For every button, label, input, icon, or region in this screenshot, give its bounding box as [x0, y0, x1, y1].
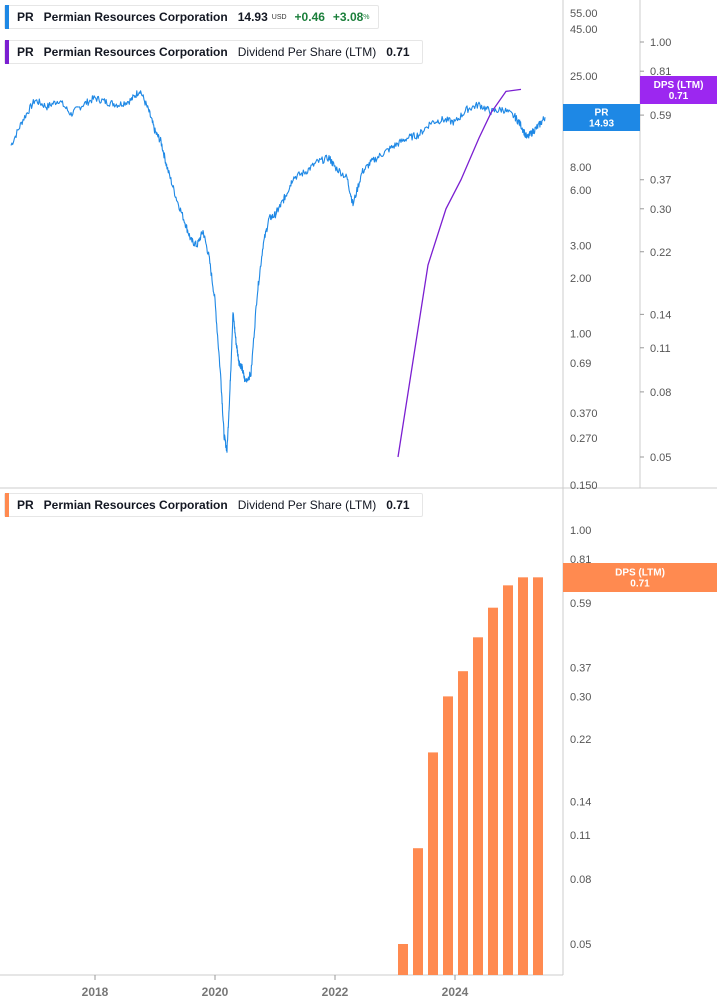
price-tick-label: 8.00	[570, 162, 591, 174]
bottom-dps-tick-label: 0.14	[570, 797, 591, 809]
bottom-dps-tick-label: 0.22	[570, 734, 591, 746]
bottom-dps-tick-label: 0.30	[570, 691, 591, 703]
dps-tick-label: 0.05	[650, 452, 671, 464]
dps-legend-top-swatch	[5, 40, 9, 64]
dps-top-badge-bg	[640, 76, 717, 104]
price-tick-label: 0.69	[570, 358, 591, 370]
year-tick-label: 2024	[442, 985, 469, 999]
dps-bar	[398, 944, 408, 975]
dps-bottom-badge-label: DPS (LTM)	[615, 568, 665, 579]
price-series-line	[10, 90, 546, 453]
dps-bar	[533, 577, 543, 975]
dps-bar	[428, 752, 438, 975]
price-tick-label: 0.150	[570, 480, 598, 492]
legend-company-name: Permian Resources Corporation	[43, 10, 228, 24]
price-legend[interactable]: PR Permian Resources Corporation 14.93 U…	[4, 5, 379, 29]
price-legend-swatch	[5, 5, 9, 29]
dps-bar	[443, 696, 453, 975]
dps-tick-label: 0.30	[650, 204, 671, 216]
dps-top-badge-label: DPS (LTM)	[654, 80, 704, 91]
dps-legend-top[interactable]: PR Permian Resources Corporation Dividen…	[4, 40, 423, 64]
dps-bar	[473, 637, 483, 975]
dps-top-badge-value: 0.71	[669, 91, 689, 102]
dps-bars-layer	[398, 577, 543, 975]
price-tick-label: 25.00	[570, 71, 598, 83]
legend-company-name: Permian Resources Corporation	[43, 498, 228, 512]
legend-dps-value: 0.71	[386, 45, 410, 59]
legend-symbol: PR	[17, 45, 34, 59]
price-tick-label: 0.270	[570, 433, 598, 445]
dps-bar	[413, 848, 423, 975]
axes-layer	[0, 0, 717, 976]
year-tick-label: 2018	[82, 985, 109, 999]
legend-symbol: PR	[17, 498, 34, 512]
price-tick-label: 55.00	[570, 8, 598, 20]
dps-tick-label: 0.08	[650, 387, 671, 399]
legend-symbol: PR	[17, 10, 34, 24]
dps-bar	[458, 671, 468, 975]
bottom-dps-tick-label: 0.05	[570, 939, 591, 951]
price-tick-label: 45.00	[570, 24, 598, 36]
series-lines-layer	[10, 88, 546, 458]
legend-price-change: +0.46	[294, 10, 325, 24]
bottom-dps-tick-label: 1.00	[570, 525, 591, 537]
legend-price-change-pct: +3.08	[332, 10, 364, 24]
price-tick-label: 0.370	[570, 408, 598, 420]
dps-bottom-badge-value: 0.71	[630, 579, 650, 590]
price-tick-label: 6.00	[570, 185, 591, 197]
price-tick-label: 2.00	[570, 273, 591, 285]
year-tick-label: 2022	[322, 985, 349, 999]
dps-tick-label: 0.59	[650, 110, 671, 122]
axis-ticks-layer: 55.0045.0025.00158.006.003.002.001.000.6…	[82, 8, 672, 999]
legend-metric: Dividend Per Share (LTM)	[237, 498, 377, 512]
dps-bar	[488, 607, 498, 975]
dps-tick-label: 0.81	[650, 66, 671, 78]
dps-tick-label: 0.14	[650, 309, 671, 321]
bottom-dps-tick-label: 0.11	[570, 830, 591, 842]
legend-metric: Dividend Per Share (LTM)	[237, 45, 377, 59]
dps-bottom-badge-bg	[563, 563, 717, 592]
price-tick-label: 1.00	[570, 328, 591, 340]
dps-tick-label: 0.11	[650, 343, 671, 355]
dps-legend-bottom-swatch	[5, 493, 9, 517]
dps-bar	[503, 585, 513, 975]
legend-currency: USD	[271, 13, 287, 21]
price-badge-value: 14.93	[589, 119, 614, 130]
dps-bar	[518, 577, 528, 975]
year-tick-label: 2020	[202, 985, 229, 999]
bottom-dps-tick-label: 0.37	[570, 662, 591, 674]
dps-series-line	[397, 88, 522, 458]
dps-legend-bottom[interactable]: PR Permian Resources Corporation Dividen…	[4, 493, 423, 517]
price-badge-label: PR	[595, 108, 610, 119]
price-badge-bg	[563, 104, 640, 131]
dps-tick-label: 0.22	[650, 247, 671, 259]
price-tick-label: 3.00	[570, 241, 591, 253]
legend-dps-value: 0.71	[386, 498, 410, 512]
dps-tick-label: 1.00	[650, 37, 671, 49]
legend-pct-unit: %	[363, 13, 370, 21]
legend-price-value: 14.93	[237, 10, 268, 24]
bottom-dps-tick-label: 0.08	[570, 874, 591, 886]
legend-company-name: Permian Resources Corporation	[43, 45, 228, 59]
bottom-dps-tick-label: 0.59	[570, 598, 591, 610]
dps-tick-label: 0.37	[650, 175, 671, 187]
